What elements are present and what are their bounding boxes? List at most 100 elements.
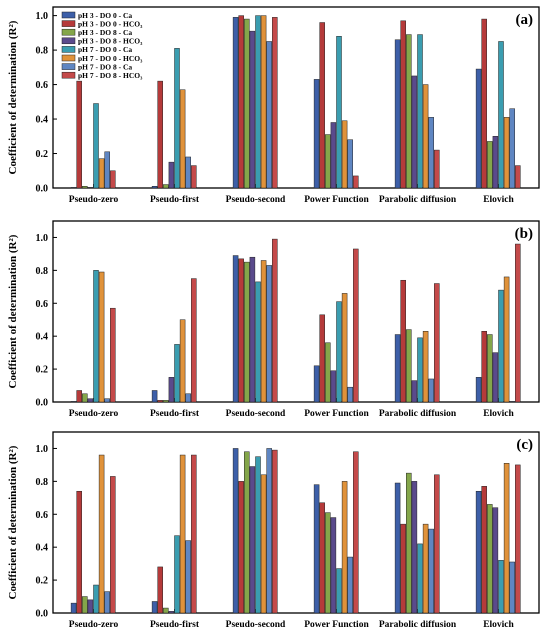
- bar-c-5-5: [503, 463, 510, 614]
- bar-b-1-6: [185, 393, 191, 403]
- legend-label: pH 7 - DO 8 - Ca: [78, 62, 132, 71]
- bar-a-1-0: [151, 186, 158, 189]
- plot-frame-a: [52, 6, 540, 189]
- y-tick-label-c: 0.2: [36, 576, 49, 587]
- bar-b-4-1: [400, 279, 406, 403]
- bar-b-0-6: [104, 398, 110, 403]
- bar-c-0-4: [93, 584, 99, 614]
- y-tick-label-c: 1.0: [36, 444, 49, 455]
- bar-b-2-3: [249, 256, 256, 403]
- bar-a-2-2: [244, 18, 250, 189]
- bar-a-4-3: [411, 75, 418, 189]
- y-tick-label-a: 0.8: [36, 46, 49, 57]
- category-label-b: Pseudo-second: [226, 409, 286, 419]
- bar-c-3-3: [330, 517, 337, 614]
- bar-c-1-2: [163, 607, 169, 614]
- bar-b-2-4: [255, 281, 261, 403]
- bar-c-2-0: [232, 448, 239, 614]
- panel-a: 0.0 0.2 0.4 0.6 0.8 1.0 Coefficient of determi…: [7, 6, 540, 205]
- bar-a-0-1: [76, 80, 82, 189]
- category-label-c: Elovich: [483, 620, 514, 630]
- category-label-b: Parabolic diffusion: [379, 409, 457, 419]
- y-tick-label-b: 0.0: [36, 398, 49, 409]
- bar-a-5-3: [492, 136, 499, 189]
- plot-frame-c: [52, 431, 540, 614]
- panel-c: 0.0 0.2 0.4 0.6 0.8 1.0 Coefficient of determi…: [7, 431, 540, 630]
- bar-b-3-3: [330, 370, 337, 403]
- legend-swatch: [61, 28, 76, 36]
- bar-b-2-5: [260, 260, 267, 403]
- bar-a-0-6: [104, 151, 110, 189]
- bar-c-3-0: [313, 484, 320, 614]
- panel-b: 0.0 0.2 0.4 0.6 0.8 1.0 Coefficient of determi…: [7, 220, 540, 419]
- bar-c-2-5: [260, 474, 267, 614]
- legend-label: pH 3 - DO 0 - HCO₃: [78, 19, 143, 28]
- bar-a-1-7: [191, 165, 197, 189]
- y-tick-label-b: 0.8: [36, 266, 49, 277]
- y-tick-label-b: 0.4: [36, 332, 49, 343]
- bar-b-3-5: [341, 293, 348, 403]
- bar-c-1-1: [157, 566, 163, 614]
- bar-b-0-4: [93, 270, 99, 403]
- y-tick-label-a: 0.6: [36, 80, 49, 91]
- bar-a-1-1: [157, 80, 163, 189]
- bar-c-5-0: [475, 490, 482, 614]
- bar-c-4-0: [394, 482, 401, 614]
- y-tick-label-b: 1.0: [36, 233, 49, 244]
- bar-b-2-7: [272, 238, 278, 403]
- category-label-a: Parabolic diffusion: [379, 195, 457, 205]
- y-axis-label-a: Coefficient of determination (R²): [7, 20, 19, 174]
- bar-c-0-5: [98, 454, 105, 614]
- category-label-b: Pseudo-zero: [69, 409, 119, 419]
- bar-c-5-6: [509, 561, 515, 614]
- legend-swatch: [61, 63, 76, 70]
- bar-a-2-3: [249, 30, 256, 189]
- bar-b-3-2: [325, 342, 331, 403]
- bar-a-3-3: [330, 122, 337, 189]
- bar-a-5-2: [487, 141, 493, 189]
- bar-a-0-3: [87, 187, 94, 189]
- bar-c-4-7: [434, 474, 440, 614]
- bar-a-1-2: [163, 184, 169, 189]
- bar-b-5-4: [498, 289, 504, 403]
- legend-swatch: [61, 37, 76, 45]
- bar-c-5-2: [487, 504, 493, 614]
- y-axis-label-c: Coefficient of determination (R²): [7, 445, 19, 599]
- y-tick-label-c: 0.4: [36, 543, 49, 554]
- bar-a-4-0: [394, 39, 401, 189]
- bar-a-0-4: [93, 103, 99, 189]
- legend-label: pH 3 - DO 8 - HCO₃: [78, 37, 143, 46]
- bar-a-5-5: [503, 117, 510, 189]
- bar-b-5-5: [503, 276, 510, 403]
- bar-c-0-6: [104, 591, 110, 614]
- bar-a-4-5: [422, 84, 429, 189]
- y-tick-label-a: 0.4: [36, 115, 49, 126]
- bar-a-1-4: [174, 48, 180, 189]
- bar-a-5-1: [481, 18, 487, 189]
- legend-swatch: [61, 54, 76, 62]
- bar-b-4-2: [406, 329, 412, 403]
- category-label-a: Power Function: [304, 195, 369, 205]
- bar-c-1-3: [168, 611, 175, 614]
- category-label-b: Elovich: [483, 409, 514, 419]
- bar-c-0-3: [87, 599, 94, 614]
- bar-c-1-5: [179, 454, 186, 614]
- bar-c-0-0: [70, 602, 77, 614]
- category-label-c: Power Function: [304, 620, 369, 630]
- bar-c-1-4: [174, 535, 180, 614]
- bar-b-4-0: [394, 334, 401, 403]
- bar-c-2-6: [266, 448, 272, 614]
- bar-a-4-7: [434, 149, 440, 189]
- bar-b-5-6: [509, 401, 515, 403]
- bar-c-3-7: [353, 451, 359, 614]
- bar-b-3-4: [336, 301, 342, 403]
- bar-b-3-0: [313, 365, 320, 403]
- category-label-c: Pseudo-first: [150, 620, 200, 630]
- bar-b-0-7: [110, 307, 116, 403]
- bar-a-5-6: [509, 108, 515, 189]
- bar-a-5-0: [475, 68, 482, 189]
- bar-b-4-3: [411, 380, 418, 403]
- bar-b-0-2: [82, 393, 88, 403]
